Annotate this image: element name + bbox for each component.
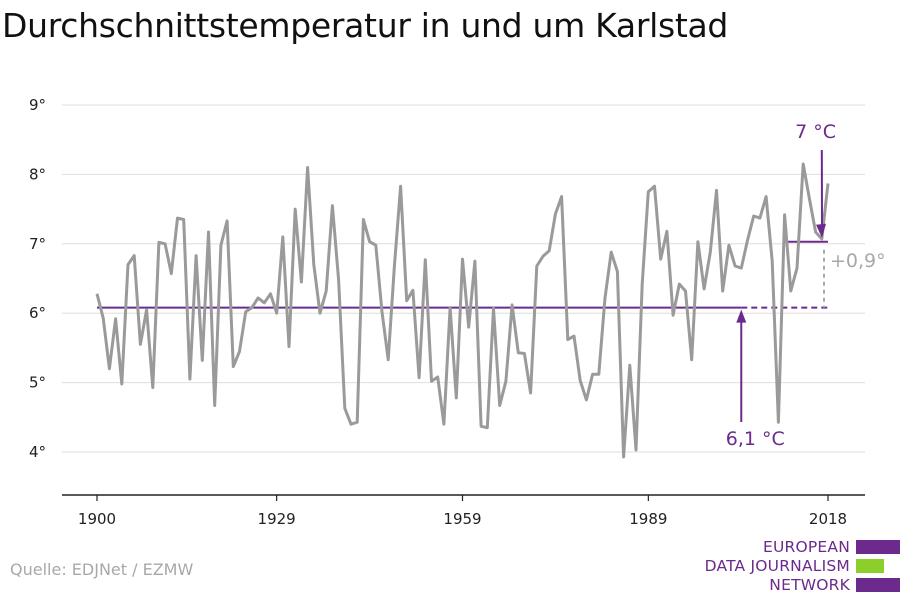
- y-tick-label: 6°: [29, 304, 46, 322]
- x-tick-label: 1900: [78, 510, 116, 528]
- logo-bar-mixed: [856, 559, 900, 573]
- series-line-temperature: [95, 162, 830, 459]
- low-reference-label: 6,1 °C: [726, 428, 785, 450]
- high-reference-label: 7 °C: [795, 121, 836, 143]
- grid-lines: [62, 104, 865, 453]
- arrow-high-head: [816, 223, 826, 238]
- logo-bar-purple-2: [856, 578, 900, 592]
- difference-label: +0,9°: [830, 250, 886, 272]
- x-tick-label: 1959: [443, 510, 481, 528]
- y-axis-ticks: 4° 5° 6° 7° 8° 9°: [29, 96, 46, 461]
- x-axis: 1900 1929 1959 1989 2018: [62, 494, 865, 528]
- source-note: Quelle: EDJNet / EZMW: [10, 560, 194, 579]
- x-tick-label: 2018: [809, 510, 847, 528]
- arrow-low-head: [736, 309, 747, 323]
- x-tick-label: 1929: [258, 510, 296, 528]
- y-tick-label: 4°: [29, 443, 46, 461]
- y-tick-label: 5°: [29, 374, 46, 392]
- annotations: +0,9° 6,1 °C 7 °C: [726, 121, 886, 450]
- logo-line-2: DATA JOURNALISM: [704, 557, 850, 575]
- x-tick-label: 1989: [629, 510, 667, 528]
- logo-line-3: NETWORK: [769, 576, 850, 594]
- edjnet-logo: EUROPEAN DATA JOURNALISM NETWORK: [704, 538, 900, 596]
- series-layer: [95, 162, 830, 459]
- logo-bar-green: [856, 559, 884, 573]
- logo-bar-purple-1: [856, 540, 900, 554]
- logo-line-1: EUROPEAN: [762, 538, 850, 556]
- y-tick-label: 7°: [29, 235, 46, 253]
- y-tick-label: 8°: [29, 165, 46, 183]
- y-tick-label: 9°: [29, 96, 46, 114]
- chart-title: Durchschnittstemperatur in und um Karlst…: [2, 6, 729, 45]
